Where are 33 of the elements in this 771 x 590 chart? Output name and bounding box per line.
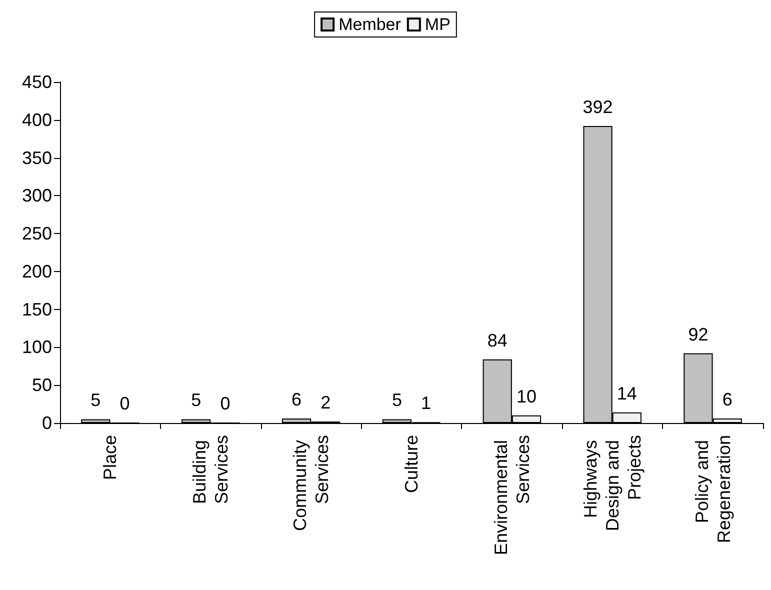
data-label: 392 xyxy=(582,96,613,117)
y-tick-label: 100 xyxy=(22,337,52,358)
y-tick-label: 450 xyxy=(22,72,52,92)
data-label: 6 xyxy=(722,389,732,410)
data-label: 5 xyxy=(392,390,402,410)
x-tick-label: Building Services xyxy=(190,435,232,504)
data-label: 5 xyxy=(191,390,202,410)
y-tick-label: 150 xyxy=(22,299,52,320)
x-tick-label: Environmental Services xyxy=(490,435,533,556)
data-label: 14 xyxy=(616,383,637,404)
legend-label: MP xyxy=(424,15,450,34)
y-tick-label: 200 xyxy=(22,261,52,282)
x-tick-label: Place xyxy=(100,435,120,480)
y-tick-label: 0 xyxy=(42,413,52,433)
x-tick-label: Community Services xyxy=(290,435,332,532)
data-label: 2 xyxy=(320,392,331,412)
data-label: 84 xyxy=(487,330,508,350)
data-label: 92 xyxy=(688,324,708,344)
data-label: 10 xyxy=(516,386,537,406)
data-label: 0 xyxy=(120,394,130,414)
y-tick-label: 400 xyxy=(22,110,52,130)
data-label: 0 xyxy=(220,394,230,414)
y-tick-label: 250 xyxy=(22,224,52,244)
data-label: 6 xyxy=(292,389,302,410)
y-tick-label: 300 xyxy=(22,186,52,206)
x-tick-label: Policy and Regeneration xyxy=(692,435,734,544)
y-tick-label: 50 xyxy=(32,375,52,396)
data-label: 5 xyxy=(90,390,101,410)
legend-label: Member xyxy=(338,15,402,34)
data-label: 1 xyxy=(421,393,432,414)
y-tick-label: 350 xyxy=(22,148,52,168)
x-tick-label: Highways Design and Projects xyxy=(580,435,644,532)
x-tick-label: Culture xyxy=(402,435,422,494)
